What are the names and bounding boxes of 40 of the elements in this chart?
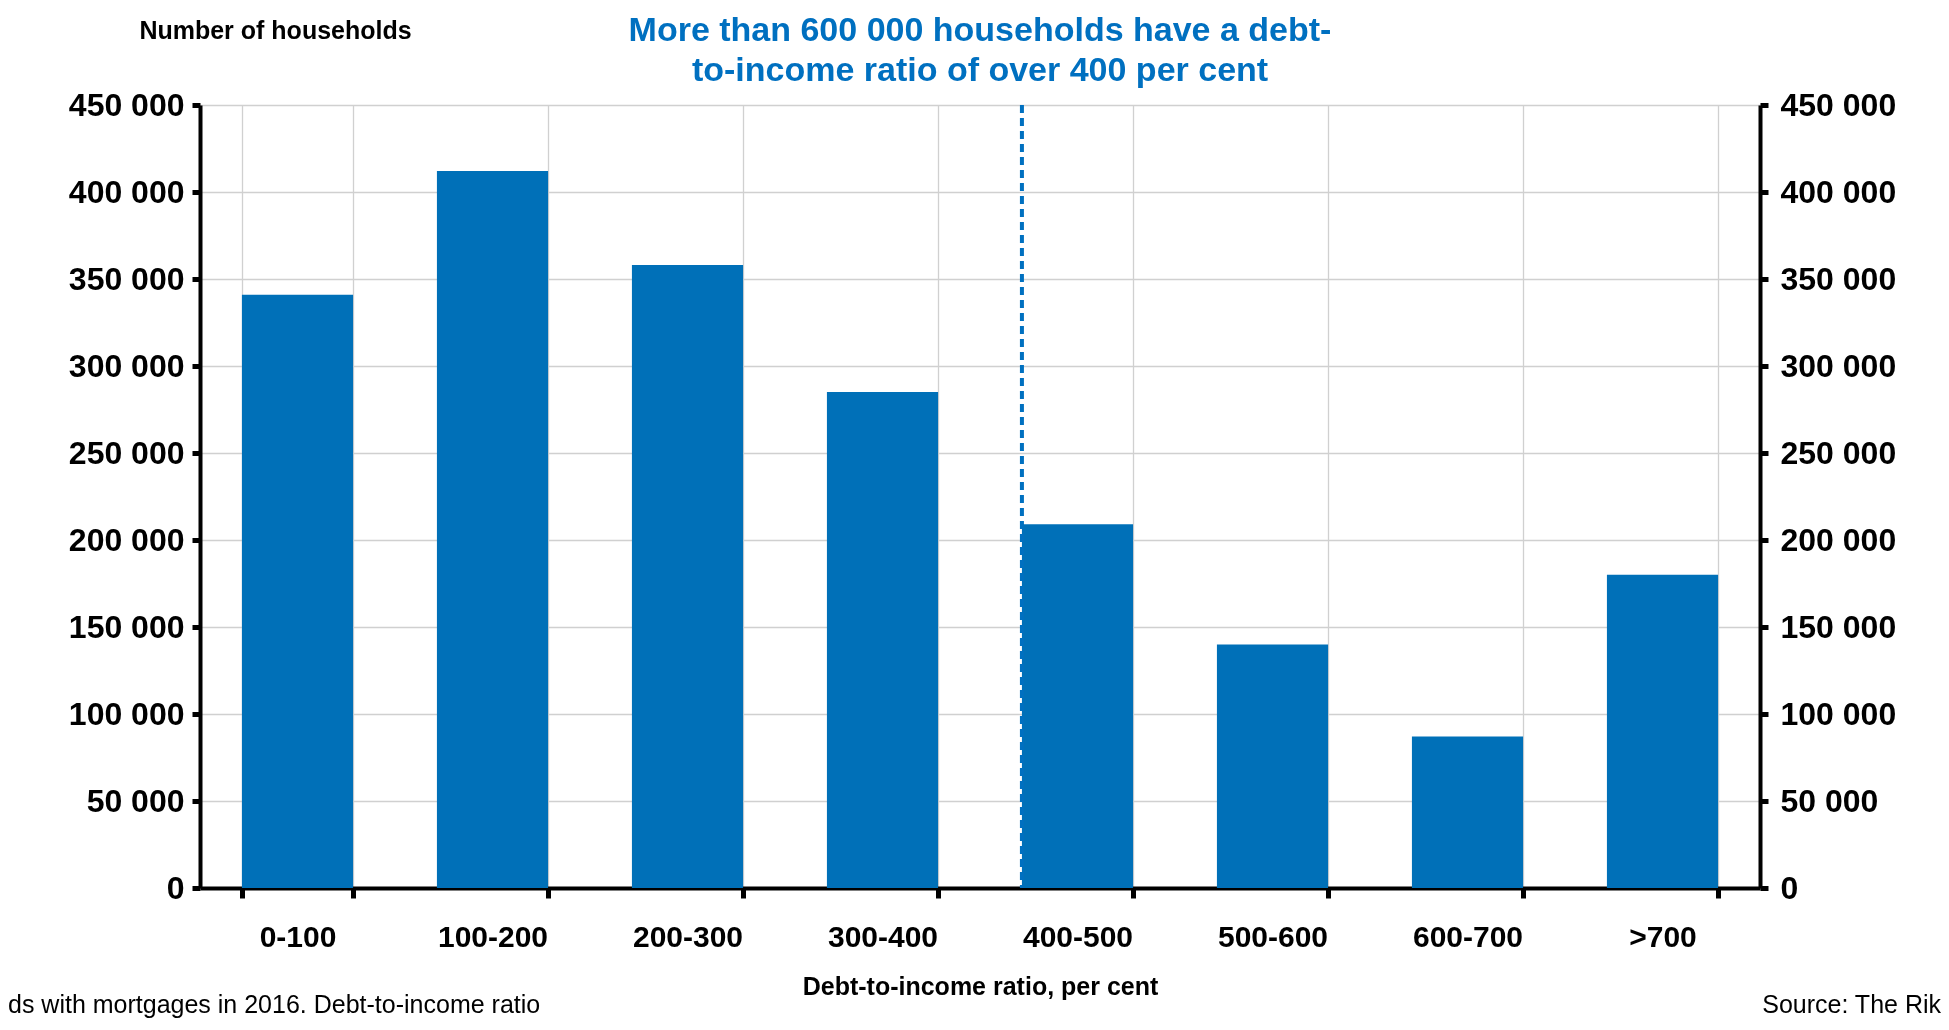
x-tick-label: >700 — [1629, 919, 1697, 953]
x-tick-label: 100-200 — [437, 919, 549, 953]
y-tick-label: 400 000 — [68, 173, 185, 210]
y2-tick-label: 400 000 — [1780, 173, 1897, 210]
y2-tick-label: 300 000 — [1780, 347, 1897, 384]
y-tick-label: 350 000 — [68, 260, 185, 297]
y2-tick-label: 150 000 — [1780, 608, 1897, 645]
source-note: Source: The Rik — [1762, 990, 1941, 1019]
x-tick-label: 200-300 — [632, 919, 744, 953]
y2-tick-label: 100 000 — [1780, 695, 1897, 732]
bar — [436, 171, 549, 888]
y-tick-label: 450 000 — [68, 86, 185, 123]
bar — [1411, 736, 1524, 888]
y2-tick-label: 450 000 — [1780, 86, 1897, 123]
chart-title: More than 600 000 households have a debt- to-income ratio of over 400 per cent — [628, 10, 1332, 88]
x-tick-label: 0-100 — [259, 919, 337, 953]
bar — [1606, 574, 1719, 888]
text: ds with mortgages in 2016. Debt-to-income ratio — [8, 990, 541, 1019]
y2-tick-label: 50 000 — [1780, 782, 1879, 819]
bar — [241, 294, 354, 888]
y-tick-label: 300 000 — [68, 347, 185, 384]
y-tick-label: 50 000 — [86, 782, 185, 819]
x-axis-title: Debt-to-income ratio, per cent — [802, 971, 1159, 1000]
y-axis-title: Number of households — [139, 15, 412, 44]
y-tick-label: 150 000 — [68, 608, 185, 645]
x-tick-label: 600-700 — [1412, 919, 1524, 953]
y2-tick-label: 350 000 — [1780, 260, 1897, 297]
y-tick-label: 0 — [166, 869, 185, 906]
bar — [1216, 644, 1329, 888]
y-tick-label: 100 000 — [68, 695, 185, 732]
bar — [631, 265, 744, 888]
y-tick-label: 200 000 — [68, 521, 185, 558]
x-tick-label: 500-600 — [1217, 919, 1329, 953]
y2-tick-label: 250 000 — [1780, 434, 1897, 471]
x-tick-label: 300-400 — [827, 919, 939, 953]
y-tick-label: 250 000 — [68, 434, 185, 471]
x-tick-label: 400-500 — [1022, 919, 1134, 953]
bar — [826, 392, 939, 888]
y2-tick-label: 0 — [1780, 869, 1799, 906]
y2-tick-label: 200 000 — [1780, 521, 1897, 558]
